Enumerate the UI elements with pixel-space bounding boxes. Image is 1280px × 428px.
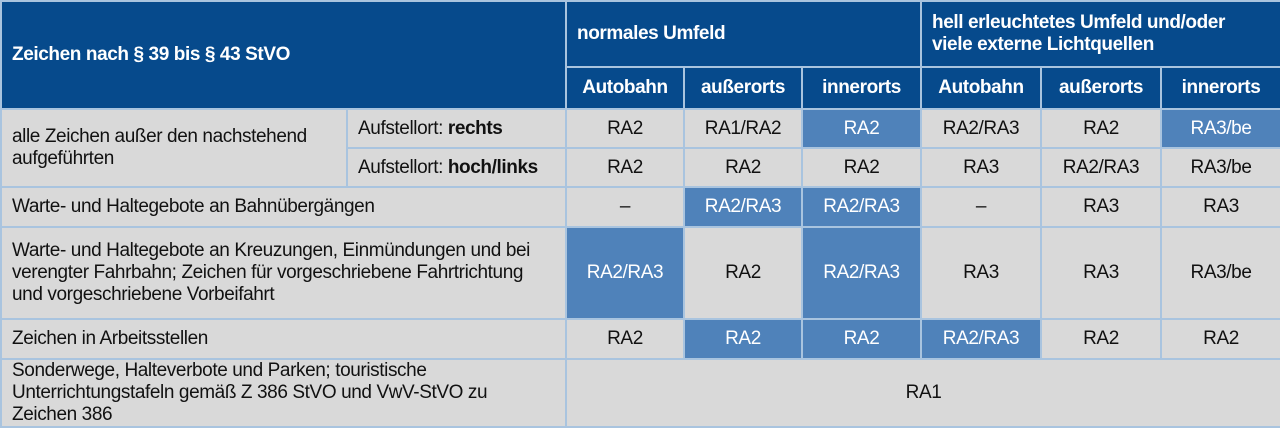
header-group-normal: normales Umfeld — [565, 0, 922, 69]
header-col: Autobahn — [565, 66, 685, 111]
value-cell: RA2 — [1159, 317, 1280, 360]
sublabel-prefix: Aufstellort: — [358, 117, 448, 139]
sublabel-value: hoch/links — [447, 156, 538, 178]
value-cell: – — [565, 186, 685, 229]
row-label: Zeichen in Arbeitsstellen — [0, 317, 567, 360]
value-cell: RA2/RA3 — [683, 186, 803, 229]
value-cell: RA2 — [801, 147, 922, 189]
value-cell: RA3/be — [1159, 226, 1280, 320]
table-row: Zeichen in Arbeitsstellen RA2 RA2 RA2 RA… — [0, 317, 1280, 360]
value-cell: RA2 — [1040, 108, 1162, 150]
value-cell: RA1/RA2 — [683, 108, 803, 150]
value-cell-all: RA1 — [564, 357, 1280, 428]
value-cell: RA2 — [683, 317, 803, 360]
header-group-bright: hell erleuchtetes Umfeld und/oder viele … — [919, 0, 1280, 69]
value-cell: RA2/RA3 — [920, 108, 1042, 150]
table-row: Warte- und Haltegebote an Kreuzungen, Ei… — [0, 226, 1280, 320]
header-col: innerorts — [1159, 66, 1280, 111]
table-row: Warte- und Haltegebote an Bahnübergängen… — [0, 186, 1280, 229]
value-cell: RA2 — [801, 108, 922, 150]
value-cell: RA3/be — [1159, 147, 1280, 189]
value-cell: RA3 — [1040, 186, 1162, 229]
header-col: außerorts — [1040, 66, 1162, 111]
value-cell: RA3/be — [1159, 108, 1280, 150]
value-cell: RA2/RA3 — [801, 186, 922, 229]
row-label: Sonderwege, Halteverbote und Parken; tou… — [0, 357, 567, 428]
value-cell: RA2 — [565, 108, 685, 150]
row-label: Warte- und Haltegebote an Kreuzungen, Ei… — [0, 226, 567, 320]
value-cell: RA3 — [920, 226, 1042, 320]
header-col: außerorts — [683, 66, 803, 111]
value-cell: RA2/RA3 — [801, 226, 922, 320]
value-cell: RA3 — [1159, 186, 1280, 229]
row-sublabel: Aufstellort: hoch/links — [346, 147, 567, 189]
value-cell: RA2 — [565, 317, 685, 360]
header-signs: Zeichen nach § 39 bis § 43 StVO — [0, 0, 567, 111]
table-row: Sonderwege, Halteverbote und Parken; tou… — [0, 357, 1280, 428]
value-cell: RA2 — [565, 147, 685, 189]
row-label: alle Zeichen außer den nachstehend aufge… — [0, 108, 348, 189]
value-cell: RA2 — [801, 317, 922, 360]
value-cell: RA2 — [683, 147, 803, 189]
sublabel-prefix: Aufstellort: — [358, 156, 448, 178]
header-col: innerorts — [801, 66, 922, 111]
value-cell: RA3 — [920, 147, 1042, 189]
row-sublabel: Aufstellort: rechts — [346, 108, 567, 150]
table-row: Aufstellort: hoch/links RA2 RA2 RA2 RA3 … — [1, 147, 1280, 189]
value-cell: RA3 — [1040, 226, 1162, 320]
value-cell: RA2/RA3 — [920, 317, 1042, 360]
value-cell: RA2 — [1040, 317, 1162, 360]
value-cell: RA2/RA3 — [565, 226, 685, 320]
header-col: Autobahn — [920, 66, 1042, 111]
value-cell: RA2 — [683, 226, 803, 320]
sublabel-value: rechts — [447, 117, 503, 139]
value-cell: RA2/RA3 — [1040, 147, 1162, 189]
row-label: Warte- und Haltegebote an Bahnübergängen — [0, 186, 567, 229]
value-cell: – — [920, 186, 1042, 229]
table-row: alle Zeichen außer den nachstehend aufge… — [0, 108, 1280, 189]
